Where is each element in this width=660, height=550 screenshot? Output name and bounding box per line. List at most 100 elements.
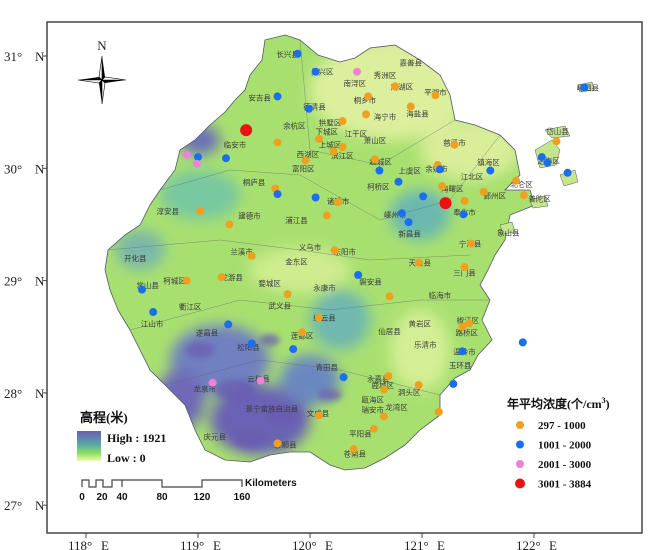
- station-point[interactable]: [329, 147, 338, 156]
- station-point[interactable]: [222, 154, 230, 163]
- station-point[interactable]: [256, 376, 265, 385]
- county-label: 开化县: [124, 253, 147, 263]
- station-point[interactable]: [458, 322, 467, 331]
- station-point[interactable]: [404, 218, 413, 227]
- station-point[interactable]: [224, 320, 233, 329]
- station-point[interactable]: [563, 168, 572, 177]
- axes: 118° E 119° E 120° E 121° E 122° E 31° N 30° N 29° N 28°…: [4, 49, 557, 550]
- station-point[interactable]: [192, 159, 201, 168]
- station-point[interactable]: [149, 308, 158, 317]
- station-point[interactable]: [362, 110, 370, 119]
- station-point[interactable]: [580, 83, 589, 92]
- lat-tick-label: 29°: [4, 274, 22, 289]
- lon-hemisphere: E: [101, 538, 109, 550]
- station-point[interactable]: [289, 345, 298, 354]
- station-point[interactable]: [414, 258, 423, 267]
- county-label: 新昌县: [398, 228, 421, 238]
- station-point[interactable]: [384, 372, 393, 381]
- station-point[interactable]: [458, 347, 467, 356]
- station-point[interactable]: [439, 197, 452, 210]
- county-label: 滨江区: [331, 151, 354, 161]
- station-point[interactable]: [379, 385, 388, 394]
- station-point[interactable]: [283, 290, 292, 299]
- station-point[interactable]: [438, 182, 447, 191]
- station-point[interactable]: [391, 82, 400, 91]
- station-point[interactable]: [435, 165, 444, 174]
- station-point[interactable]: [364, 92, 373, 101]
- station-point[interactable]: [314, 411, 323, 420]
- station-point[interactable]: [247, 339, 256, 348]
- station-point[interactable]: [273, 190, 282, 199]
- station-point[interactable]: [182, 150, 191, 159]
- lon-tick-label: 119°: [180, 538, 204, 550]
- county-label: 柯桥区: [367, 181, 390, 191]
- station-point[interactable]: [397, 209, 406, 218]
- county-label: 三门县: [453, 269, 476, 278]
- station-point[interactable]: [273, 138, 282, 147]
- station-point[interactable]: [460, 263, 469, 272]
- county-label: 仙居县: [378, 326, 401, 336]
- station-point[interactable]: [518, 338, 527, 347]
- station-point[interactable]: [225, 220, 234, 229]
- station-point[interactable]: [519, 191, 528, 200]
- station-point[interactable]: [467, 239, 476, 248]
- station-point[interactable]: [479, 187, 488, 196]
- station-point[interactable]: [314, 135, 323, 144]
- station-point[interactable]: [419, 192, 428, 201]
- station-point[interactable]: [449, 379, 458, 388]
- station-point[interactable]: [339, 373, 348, 382]
- station-point[interactable]: [182, 276, 191, 285]
- station-point[interactable]: [138, 285, 146, 294]
- county-label: 龙游县: [220, 272, 243, 282]
- station-point[interactable]: [311, 67, 320, 76]
- station-point[interactable]: [459, 210, 468, 219]
- station-point[interactable]: [247, 251, 256, 260]
- station-point[interactable]: [273, 439, 282, 448]
- station-point[interactable]: [273, 92, 282, 101]
- station-point[interactable]: [543, 158, 552, 167]
- station-point[interactable]: [406, 102, 415, 111]
- station-point[interactable]: [311, 193, 320, 202]
- station-point[interactable]: [431, 91, 440, 100]
- station-point[interactable]: [486, 166, 495, 175]
- station-point[interactable]: [552, 137, 561, 146]
- station-point[interactable]: [194, 153, 202, 162]
- station-point[interactable]: [349, 445, 358, 454]
- county-label: 上虞区: [398, 166, 421, 176]
- station-point[interactable]: [414, 381, 423, 390]
- county-label: 淳安县: [157, 206, 180, 216]
- station-point[interactable]: [375, 166, 384, 175]
- station-point[interactable]: [450, 140, 459, 149]
- station-point[interactable]: [370, 155, 379, 164]
- station-point[interactable]: [217, 273, 226, 282]
- station-point[interactable]: [208, 378, 217, 387]
- station-point[interactable]: [465, 319, 474, 328]
- station-point[interactable]: [512, 176, 521, 185]
- station-point[interactable]: [338, 117, 347, 126]
- station-point[interactable]: [537, 153, 546, 162]
- scale-tick-label: 20: [96, 492, 108, 503]
- station-point[interactable]: [385, 292, 394, 301]
- station-point[interactable]: [293, 49, 302, 58]
- station-point[interactable]: [314, 313, 323, 322]
- station-point[interactable]: [338, 142, 347, 151]
- station-point[interactable]: [304, 104, 313, 113]
- station-point[interactable]: [334, 197, 342, 206]
- station-point[interactable]: [301, 156, 310, 165]
- station-point[interactable]: [434, 407, 443, 416]
- station-point[interactable]: [394, 177, 403, 186]
- station-point[interactable]: [196, 206, 205, 215]
- station-point[interactable]: [379, 412, 388, 421]
- station-point[interactable]: [460, 196, 469, 205]
- station-point[interactable]: [298, 328, 307, 337]
- station-point[interactable]: [240, 124, 253, 137]
- county-label: 北仑区: [510, 179, 533, 189]
- station-point[interactable]: [330, 246, 339, 255]
- county-label: 玉环县: [449, 361, 472, 370]
- station-point[interactable]: [353, 67, 362, 76]
- station-point[interactable]: [369, 424, 378, 433]
- station-point[interactable]: [354, 270, 363, 279]
- county-label: 江干区: [345, 129, 368, 138]
- county-label: 海宁市: [374, 112, 397, 122]
- station-point[interactable]: [322, 211, 331, 220]
